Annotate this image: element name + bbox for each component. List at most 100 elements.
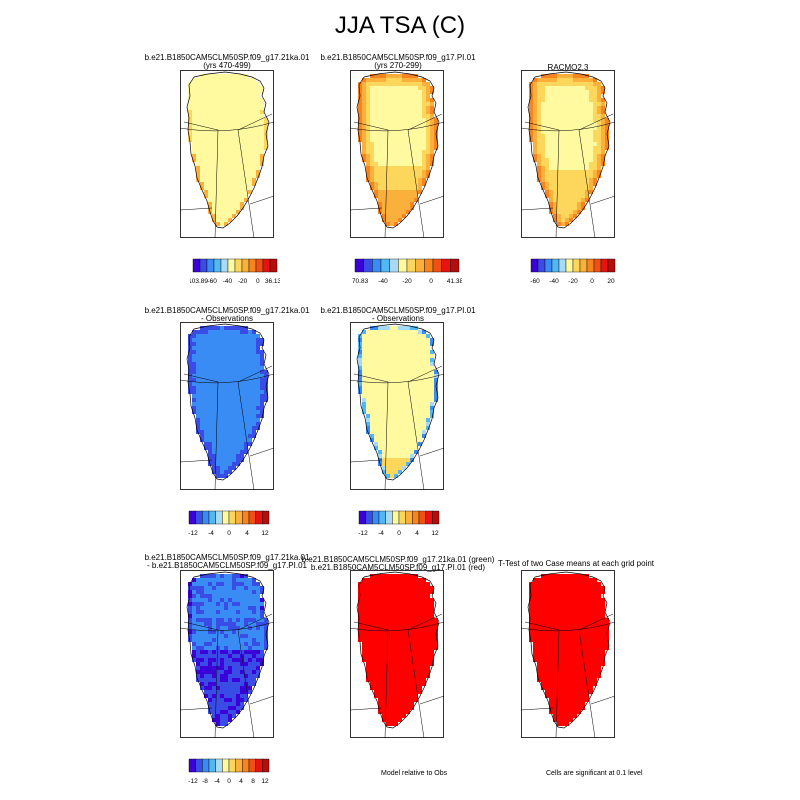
grid-cell bbox=[410, 206, 414, 210]
grid-cell bbox=[569, 146, 573, 150]
grid-cell bbox=[248, 174, 252, 178]
grid-cell bbox=[236, 206, 240, 210]
grid-cell bbox=[414, 598, 418, 602]
grid-cell bbox=[228, 194, 232, 198]
grid-cell bbox=[545, 74, 549, 78]
grid-cell bbox=[256, 650, 260, 654]
grid-cell bbox=[244, 158, 248, 162]
grid-cell bbox=[192, 598, 196, 602]
grid-cell bbox=[418, 98, 422, 102]
grid-cell bbox=[212, 150, 216, 154]
grid-cell bbox=[370, 426, 374, 430]
grid-cell bbox=[366, 162, 370, 166]
grid-cell bbox=[232, 94, 236, 98]
grid-cell bbox=[196, 138, 200, 142]
grid-cell bbox=[232, 346, 236, 350]
grid-cell bbox=[232, 650, 236, 654]
grid-cell bbox=[418, 414, 422, 418]
grid-cell bbox=[541, 606, 545, 610]
grid-cell bbox=[410, 398, 414, 402]
grid-cell bbox=[422, 78, 426, 82]
grid-cell bbox=[252, 134, 256, 138]
grid-cell bbox=[561, 582, 565, 586]
grid-cell bbox=[200, 674, 204, 678]
grid-cell bbox=[414, 670, 418, 674]
grid-cell bbox=[240, 390, 244, 394]
grid-cell bbox=[358, 618, 362, 622]
grid-cell bbox=[386, 662, 390, 666]
grid-cell bbox=[561, 714, 565, 718]
grid-cell bbox=[236, 78, 240, 82]
grid-cell bbox=[585, 674, 589, 678]
grid-cell bbox=[236, 590, 240, 594]
grid-cell bbox=[390, 390, 394, 394]
grid-cell bbox=[394, 710, 398, 714]
grid-cell bbox=[382, 370, 386, 374]
grid-cell bbox=[232, 394, 236, 398]
grid-cell bbox=[240, 374, 244, 378]
grid-cell bbox=[196, 374, 200, 378]
grid-cell bbox=[378, 698, 382, 702]
grid-cell bbox=[248, 82, 252, 86]
grid-cell bbox=[573, 622, 577, 626]
grid-cell bbox=[196, 146, 200, 150]
grid-cell bbox=[402, 386, 406, 390]
grid-cell bbox=[382, 634, 386, 638]
grid-cell bbox=[382, 390, 386, 394]
grid-cell bbox=[581, 202, 585, 206]
grid-cell bbox=[402, 714, 406, 718]
grid-cell bbox=[589, 150, 593, 154]
grid-cell bbox=[362, 622, 366, 626]
grid-cell bbox=[398, 94, 402, 98]
grid-cell bbox=[374, 422, 378, 426]
grid-cell bbox=[200, 378, 204, 382]
grid-cell bbox=[204, 378, 208, 382]
grid-cell bbox=[402, 78, 406, 82]
grid-cell bbox=[422, 118, 426, 122]
grid-cell bbox=[192, 98, 196, 102]
graticule-line bbox=[237, 129, 255, 238]
grid-cell bbox=[248, 118, 252, 122]
grid-cell bbox=[264, 638, 268, 642]
grid-cell bbox=[252, 346, 256, 350]
grid-cell bbox=[370, 338, 374, 342]
grid-cell bbox=[402, 350, 406, 354]
grid-cell bbox=[402, 414, 406, 418]
grid-cell bbox=[601, 138, 605, 142]
grid-cell bbox=[236, 454, 240, 458]
grid-cell bbox=[585, 194, 589, 198]
grid-cell bbox=[557, 686, 561, 690]
grid-cell bbox=[406, 206, 410, 210]
grid-cell bbox=[601, 606, 605, 610]
grid-cell bbox=[212, 334, 216, 338]
grid-cell bbox=[549, 642, 553, 646]
grid-cell bbox=[406, 130, 410, 134]
grid-cell bbox=[406, 610, 410, 614]
grid-cell bbox=[204, 170, 208, 174]
grid-cell bbox=[545, 118, 549, 122]
grid-cell bbox=[366, 426, 370, 430]
grid-cell bbox=[370, 610, 374, 614]
grid-cell bbox=[549, 134, 553, 138]
grid-cell bbox=[212, 198, 216, 202]
grid-cell bbox=[252, 426, 256, 430]
grid-cell bbox=[236, 462, 240, 466]
grid-cell bbox=[406, 634, 410, 638]
grid-cell bbox=[565, 650, 569, 654]
grid-cell bbox=[418, 190, 422, 194]
grid-cell bbox=[208, 130, 212, 134]
grid-cell bbox=[366, 150, 370, 154]
grid-cell bbox=[252, 654, 256, 658]
grid-cell bbox=[366, 142, 370, 146]
grid-cell bbox=[589, 130, 593, 134]
grid-cell bbox=[422, 410, 426, 414]
grid-cell bbox=[370, 382, 374, 386]
grid-cell bbox=[593, 634, 597, 638]
grid-cell bbox=[414, 142, 418, 146]
grid-cell bbox=[537, 578, 541, 582]
grid-cell bbox=[549, 590, 553, 594]
grid-cell bbox=[418, 334, 422, 338]
grid-cell bbox=[390, 694, 394, 698]
grid-cell bbox=[410, 386, 414, 390]
colorbar-tick-label: 8 bbox=[251, 778, 255, 785]
